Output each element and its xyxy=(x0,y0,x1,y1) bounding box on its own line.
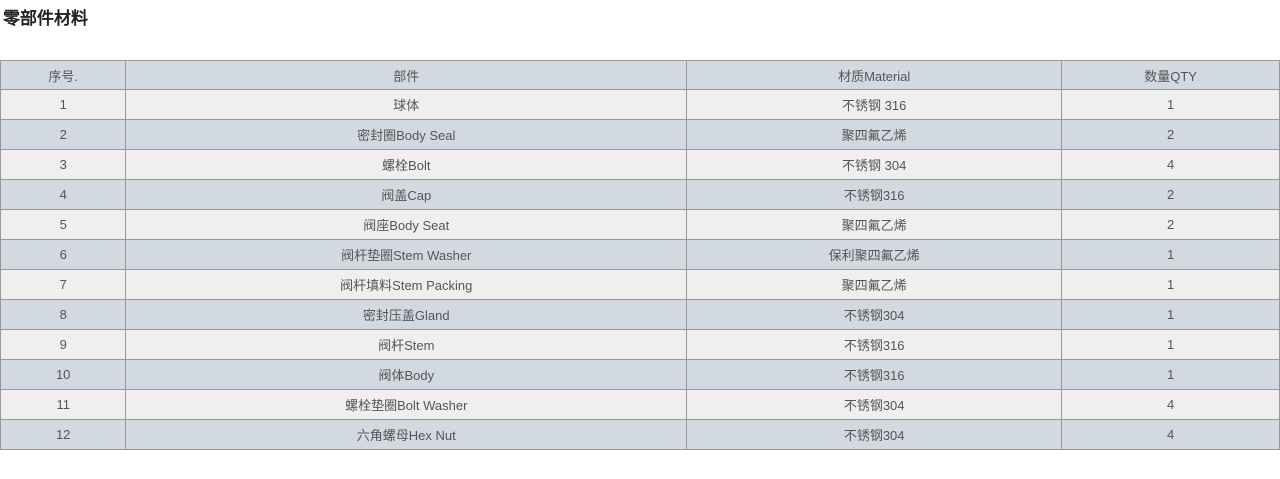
cell-quantity: 1 xyxy=(1061,89,1280,120)
cell-part-name: 阀座Body Seat xyxy=(125,209,688,240)
table-row: 3 螺栓Bolt 不锈钢 304 4 xyxy=(0,149,1280,180)
cell-part-name: 螺栓垫圈Bolt Washer xyxy=(125,389,688,420)
column-header-part: 部件 xyxy=(125,60,688,90)
cell-part-name: 密封压盖Gland xyxy=(125,299,688,330)
cell-material: 不锈钢316 xyxy=(686,359,1063,390)
cell-quantity: 2 xyxy=(1061,209,1280,240)
cell-quantity: 4 xyxy=(1061,419,1280,450)
table-row: 12 六角螺母Hex Nut 不锈钢304 4 xyxy=(0,419,1280,450)
cell-quantity: 4 xyxy=(1061,149,1280,180)
cell-material: 聚四氟乙烯 xyxy=(686,119,1063,150)
column-header-material: 材质Material xyxy=(686,60,1063,90)
cell-part-name: 阀盖Cap xyxy=(125,179,688,210)
cell-material: 不锈钢304 xyxy=(686,299,1063,330)
table-row: 1 球体 不锈钢 316 1 xyxy=(0,89,1280,120)
cell-quantity: 1 xyxy=(1061,329,1280,360)
cell-quantity: 1 xyxy=(1061,359,1280,390)
cell-row-number: 3 xyxy=(0,149,127,180)
cell-row-number: 2 xyxy=(0,119,127,150)
cell-part-name: 阀杆Stem xyxy=(125,329,688,360)
table-row: 8 密封压盖Gland 不锈钢304 1 xyxy=(0,299,1280,330)
cell-row-number: 11 xyxy=(0,389,127,420)
cell-row-number: 10 xyxy=(0,359,127,390)
cell-material: 不锈钢 304 xyxy=(686,149,1063,180)
table-body: 1 球体 不锈钢 316 1 2 密封圈Body Seal 聚四氟乙烯 2 3 … xyxy=(0,89,1280,450)
cell-material: 不锈钢316 xyxy=(686,179,1063,210)
cell-material: 聚四氟乙烯 xyxy=(686,209,1063,240)
cell-quantity: 1 xyxy=(1061,269,1280,300)
page-title: 零部件材料 xyxy=(3,9,88,28)
cell-material: 不锈钢 316 xyxy=(686,89,1063,120)
cell-row-number: 9 xyxy=(0,329,127,360)
table-row: 4 阀盖Cap 不锈钢316 2 xyxy=(0,179,1280,210)
cell-row-number: 8 xyxy=(0,299,127,330)
cell-row-number: 6 xyxy=(0,239,127,270)
page: 零部件材料 序号. 部件 材质Material 数量QTY 1 球体 不锈钢 3… xyxy=(0,9,1280,450)
cell-quantity: 1 xyxy=(1061,299,1280,330)
cell-material: 不锈钢304 xyxy=(686,389,1063,420)
table-row: 11 螺栓垫圈Bolt Washer 不锈钢304 4 xyxy=(0,389,1280,420)
cell-part-name: 六角螺母Hex Nut xyxy=(125,419,688,450)
table-header: 序号. 部件 材质Material 数量QTY xyxy=(0,60,1280,90)
table-row: 2 密封圈Body Seal 聚四氟乙烯 2 xyxy=(0,119,1280,150)
cell-quantity: 2 xyxy=(1061,119,1280,150)
cell-row-number: 7 xyxy=(0,269,127,300)
cell-material: 不锈钢316 xyxy=(686,329,1063,360)
table-row: 7 阀杆填料Stem Packing 聚四氟乙烯 1 xyxy=(0,269,1280,300)
cell-row-number: 1 xyxy=(0,89,127,120)
cell-material: 聚四氟乙烯 xyxy=(686,269,1063,300)
cell-part-name: 球体 xyxy=(125,89,688,120)
cell-material: 保利聚四氟乙烯 xyxy=(686,239,1063,270)
table-header-row: 序号. 部件 材质Material 数量QTY xyxy=(0,60,1280,90)
table-row: 10 阀体Body 不锈钢316 1 xyxy=(0,359,1280,390)
cell-quantity: 2 xyxy=(1061,179,1280,210)
cell-material: 不锈钢304 xyxy=(686,419,1063,450)
cell-row-number: 4 xyxy=(0,179,127,210)
cell-part-name: 阀杆填料Stem Packing xyxy=(125,269,688,300)
cell-row-number: 5 xyxy=(0,209,127,240)
column-header-no: 序号. xyxy=(0,60,127,90)
cell-quantity: 4 xyxy=(1061,389,1280,420)
table-row: 5 阀座Body Seat 聚四氟乙烯 2 xyxy=(0,209,1280,240)
column-header-qty: 数量QTY xyxy=(1061,60,1280,90)
table-row: 9 阀杆Stem 不锈钢316 1 xyxy=(0,329,1280,360)
cell-part-name: 螺栓Bolt xyxy=(125,149,688,180)
table-row: 6 阀杆垫圈Stem Washer 保利聚四氟乙烯 1 xyxy=(0,239,1280,270)
parts-material-table: 序号. 部件 材质Material 数量QTY 1 球体 不锈钢 316 1 2… xyxy=(0,60,1280,450)
cell-part-name: 阀体Body xyxy=(125,359,688,390)
cell-part-name: 密封圈Body Seal xyxy=(125,119,688,150)
cell-part-name: 阀杆垫圈Stem Washer xyxy=(125,239,688,270)
cell-quantity: 1 xyxy=(1061,239,1280,270)
cell-row-number: 12 xyxy=(0,419,127,450)
